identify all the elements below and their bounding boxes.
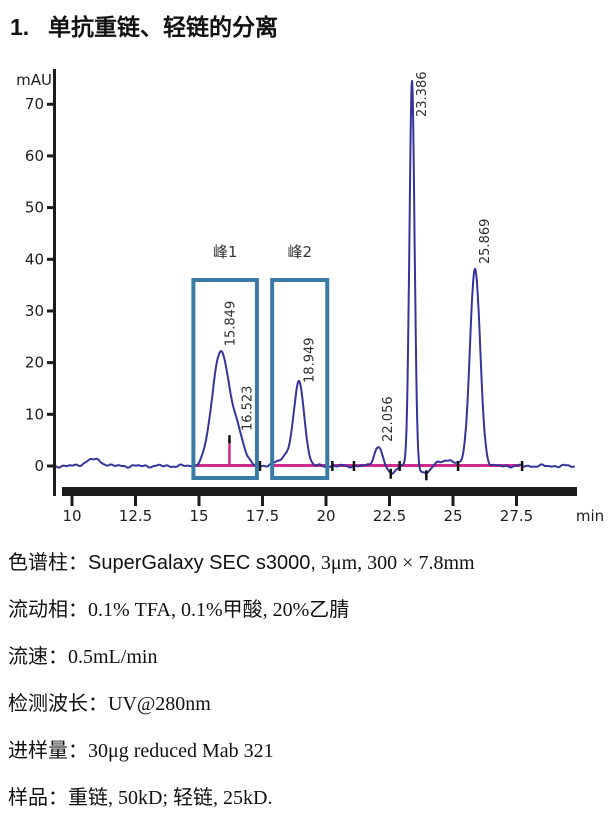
y-axis-tick-label: 0 (34, 457, 44, 475)
retention-time-label: 25.869 (478, 219, 493, 265)
condition-label: 色谱柱： (8, 552, 88, 574)
x-axis-tick-label: 10 (62, 507, 81, 525)
condition-label: 进样量： (8, 740, 88, 762)
condition-label: 流速： (8, 646, 68, 668)
x-axis-tick-label: 12.5 (119, 507, 152, 525)
condition-label: 样品： (8, 787, 68, 809)
condition-value: 30μg reduced Mab 321 (88, 740, 274, 762)
retention-time-label: 23.386 (415, 72, 430, 118)
peak-highlight-box (191, 278, 259, 480)
x-axis-bar (62, 487, 577, 496)
chromatogram-chart: 峰1 峰2 15.849 16.523 18.949 22.056 23.386 25.869… (16, 69, 604, 525)
retention-time-label: 15.849 (224, 301, 239, 347)
x-axis-tick-label: 25 (443, 507, 462, 525)
y-axis-tick-label: 10 (25, 405, 44, 423)
condition-value: 3μm, 300 × 7.8mm (315, 552, 475, 574)
y-axis-tick-label: 60 (25, 147, 44, 165)
condition-value: 0.5mL/min (68, 646, 158, 668)
x-axis-tick-label: 20 (316, 507, 335, 525)
condition-label: 流动相： (8, 599, 88, 621)
y-axis-unit-label: mAU (16, 71, 52, 89)
y-axis-tick-label: 70 (25, 95, 44, 113)
condition-value: 重链, 50kD; 轻链, 25kD. (68, 787, 273, 809)
condition-row: 流动相：0.1% TFA, 0.1%甲酸, 20%乙腈 (8, 587, 611, 634)
retention-time-label: 16.523 (241, 386, 256, 432)
retention-time-label: 22.056 (381, 396, 396, 442)
condition-row: 流速：0.5mL/min (8, 634, 611, 681)
page-title: 1. 单抗重链、轻链的分离 (0, 0, 611, 43)
condition-row: 检测波长：UV@280nm (8, 681, 611, 728)
y-axis-tick-label: 40 (25, 250, 44, 268)
condition-row: 进样量：30μg reduced Mab 321 (8, 728, 611, 775)
x-axis-tick-label: 15 (189, 507, 208, 525)
peak-highlight-box (270, 278, 330, 480)
condition-value: 0.1% TFA, 0.1%甲酸, 20%乙腈 (88, 599, 350, 621)
condition-row: 样品：重链, 50kD; 轻链, 25kD. (8, 775, 611, 822)
condition-value: UV@280nm (108, 693, 211, 715)
y-axis-tick-label: 30 (25, 302, 44, 320)
conditions-list: 色谱柱：SuperGalaxy SEC s3000, 3μm, 300 × 7.… (0, 540, 611, 822)
x-axis-tick-label: 17.5 (246, 507, 279, 525)
x-axis-tick-label: 27.5 (500, 507, 533, 525)
y-axis-tick-label: 50 (25, 199, 44, 217)
condition-value: SuperGalaxy SEC s3000, (88, 552, 316, 574)
condition-label: 检测波长： (8, 693, 108, 715)
x-axis-tick-label: 22.5 (373, 507, 406, 525)
peak-group-label: 峰1 (213, 243, 238, 261)
uv-signal-trace (54, 80, 576, 475)
title-number: 1. (10, 14, 30, 40)
x-axis-unit-label: min (576, 507, 604, 525)
retention-time-label: 18.949 (302, 337, 317, 383)
y-axis-tick-label: 20 (25, 354, 44, 372)
condition-row: 色谱柱：SuperGalaxy SEC s3000, 3μm, 300 × 7.… (8, 540, 611, 587)
peak-group-label: 峰2 (287, 243, 312, 261)
title-text: 单抗重链、轻链的分离 (48, 14, 278, 40)
